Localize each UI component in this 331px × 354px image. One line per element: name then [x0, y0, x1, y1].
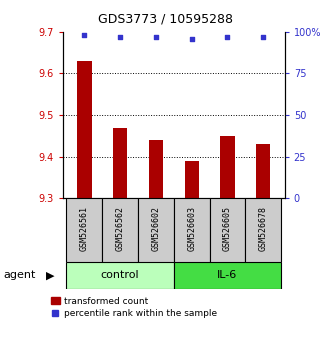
Point: [153, 34, 159, 40]
Legend: transformed count, percentile rank within the sample: transformed count, percentile rank withi…: [51, 297, 217, 318]
Bar: [67, 198, 102, 262]
Bar: [102, 198, 138, 262]
Bar: [174, 262, 281, 289]
Text: ▶: ▶: [46, 270, 55, 280]
Bar: [184, 161, 199, 198]
Text: GSM526602: GSM526602: [151, 206, 161, 251]
Bar: [113, 127, 127, 198]
Text: GSM526605: GSM526605: [223, 206, 232, 251]
Bar: [174, 198, 210, 262]
Bar: [245, 198, 281, 262]
Point: [260, 34, 266, 40]
Text: IL-6: IL-6: [217, 270, 238, 280]
Point: [82, 32, 87, 38]
Point: [225, 34, 230, 40]
Text: GSM526562: GSM526562: [116, 206, 124, 251]
Bar: [256, 144, 270, 198]
Text: GSM526603: GSM526603: [187, 206, 196, 251]
Bar: [67, 262, 174, 289]
Text: GSM526678: GSM526678: [259, 206, 268, 251]
Point: [118, 34, 123, 40]
Point: [189, 36, 194, 41]
Bar: [220, 136, 235, 198]
Bar: [149, 140, 163, 198]
Text: agent: agent: [3, 270, 36, 280]
Bar: [210, 198, 245, 262]
Text: GSM526561: GSM526561: [80, 206, 89, 251]
Text: control: control: [101, 270, 139, 280]
Text: GDS3773 / 10595288: GDS3773 / 10595288: [98, 12, 233, 25]
Bar: [138, 198, 174, 262]
Bar: [77, 61, 91, 198]
